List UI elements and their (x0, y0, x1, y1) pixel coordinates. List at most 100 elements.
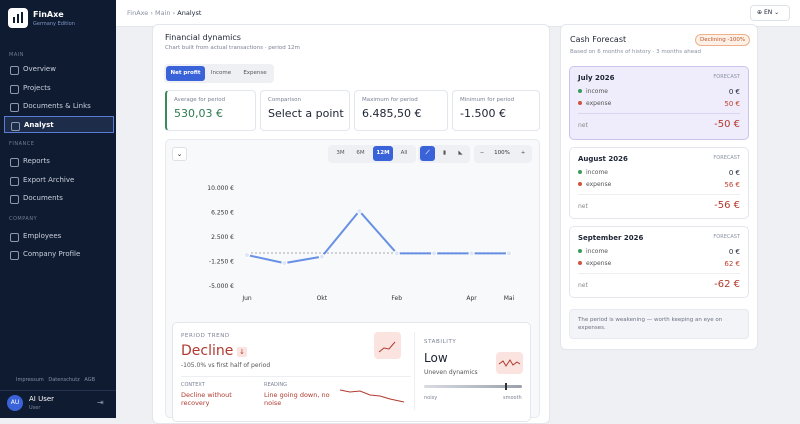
stat-value: -1.500 € (460, 107, 506, 120)
tag: FORECAST (713, 155, 740, 161)
period[interactable]: 6M (356, 150, 365, 156)
net: -56 € (714, 200, 740, 211)
month-card: August 2026 FORECAST income 0 € expense 56 € n… (569, 147, 749, 219)
chart-type[interactable]: ▮ (442, 150, 447, 156)
reading-label: READING (264, 382, 287, 388)
chart-type[interactable]: ⟋ (420, 146, 435, 161)
tab[interactable]: Income (210, 70, 232, 76)
crumb[interactable]: FinAxe (127, 9, 149, 17)
net-label: net (578, 282, 588, 289)
stability-scale (424, 385, 522, 388)
forecast-note: The period is weakening — worth keeping … (569, 309, 749, 339)
period[interactable]: 3M (336, 150, 345, 156)
logout[interactable]: ⇥ (97, 398, 104, 407)
reading-sparkline (339, 389, 405, 403)
line (246, 209, 509, 265)
period[interactable]: 12M (373, 146, 393, 161)
point (243, 251, 251, 259)
point (356, 207, 363, 215)
nav-item[interactable]: Projects (4, 80, 114, 97)
user-name: AI User (29, 395, 55, 403)
period[interactable]: All (400, 150, 408, 156)
forecast-title: Cash Forecast (570, 35, 627, 44)
y-tick-label: 6.250 € (211, 210, 234, 217)
trend-icon (374, 332, 401, 359)
nav-item[interactable]: Overview (4, 61, 114, 78)
sidebar: FinAxe Germany Edition Impressum Datensc… (0, 0, 116, 418)
zoom-out[interactable]: − (479, 150, 485, 156)
point (468, 250, 475, 257)
tag: FORECAST (713, 74, 740, 80)
net-label: net (578, 122, 588, 129)
nav-item[interactable]: Export Archive (4, 172, 114, 189)
divider (578, 273, 740, 274)
nav-item[interactable]: Reports (4, 153, 114, 170)
income: 0 € (728, 169, 740, 177)
nav-item[interactable]: Analyst (4, 116, 114, 133)
language-select[interactable]: ⊕ EN ⌄ (750, 5, 790, 21)
expense-label: expense (578, 181, 611, 188)
x-tick-label: Jun (241, 295, 252, 302)
month-card: September 2026 FORECAST income 0 € expense 62… (569, 226, 749, 298)
net: -62 € (714, 279, 740, 290)
edition: Germany Edition (33, 21, 75, 27)
y-tick-label: -1.250 € (209, 259, 234, 266)
nav-item[interactable]: Documents & Links (4, 98, 114, 115)
stat: Maximum for period 6.485,50 € (354, 90, 448, 131)
stat-label: Comparison (268, 97, 301, 103)
stat-label: Minimum for period (460, 97, 515, 103)
income: 0 € (728, 248, 740, 256)
forecast-badge: Declining -100% (695, 34, 751, 46)
month: August 2026 (578, 155, 628, 163)
context-label: CONTEXT (181, 382, 205, 388)
tab[interactable]: Net profit (166, 66, 205, 81)
stability-text: Uneven dynamics (424, 369, 478, 376)
y-tick-label: -5.000 € (209, 283, 234, 290)
stat-value: Select a point (268, 107, 344, 120)
footer-links: Impressum Datenschutz AGB (16, 377, 95, 383)
chart-type[interactable]: ◣ (458, 150, 463, 156)
trend-change: -105.0% vs first half of period (181, 362, 271, 369)
section-title: MAIN (9, 52, 24, 58)
collapse-button[interactable]: ⌄ (172, 147, 187, 161)
context: Decline without recovery (181, 391, 232, 407)
reading: Line going down, no noise (264, 391, 330, 407)
expense: 50 € (724, 100, 740, 108)
x-tick-label: Apr (466, 295, 477, 302)
link[interactable]: AGB (84, 377, 96, 383)
x-tick-label: Feb (391, 295, 402, 302)
crumb[interactable]: Main (155, 9, 171, 17)
month: September 2026 (578, 234, 644, 242)
month: July 2026 (578, 74, 615, 82)
zoom-in[interactable]: + (520, 150, 526, 156)
expense-label: expense (578, 260, 611, 267)
nav-item[interactable]: Company Profile (4, 246, 114, 263)
forecast-subtitle: Based on 6 months of history · 3 months … (570, 49, 701, 55)
x-tick-label: Mai (504, 295, 515, 302)
nav-item[interactable]: Documents (4, 190, 114, 207)
period-group (328, 145, 416, 163)
nav-item[interactable]: Employees (4, 228, 114, 245)
link[interactable]: Impressum (16, 377, 44, 383)
section-title: FINANCE (9, 141, 35, 147)
link[interactable]: Datenschutz (48, 377, 80, 383)
stat: Comparison Select a point (260, 90, 350, 131)
net-label: net (578, 203, 588, 210)
breadcrumb: FinAxe › Main › Analyst (127, 9, 202, 17)
tab[interactable]: Expense (243, 70, 267, 76)
expense: 62 € (724, 260, 740, 268)
stat-value: 530,03 € (174, 107, 223, 120)
trend-label: PERIOD TREND (181, 333, 230, 339)
stat-label: Maximum for period (362, 97, 418, 103)
stat: Minimum for period -1.500 € (452, 90, 540, 131)
language: EN (763, 9, 773, 16)
zoom-group (474, 145, 532, 163)
brand: FinAxe (33, 10, 64, 19)
section-title: COMPANY (9, 216, 38, 222)
expense-label: expense (578, 100, 611, 107)
x-tick-label: Okt (317, 295, 328, 302)
point (431, 250, 438, 257)
divider (578, 113, 740, 114)
